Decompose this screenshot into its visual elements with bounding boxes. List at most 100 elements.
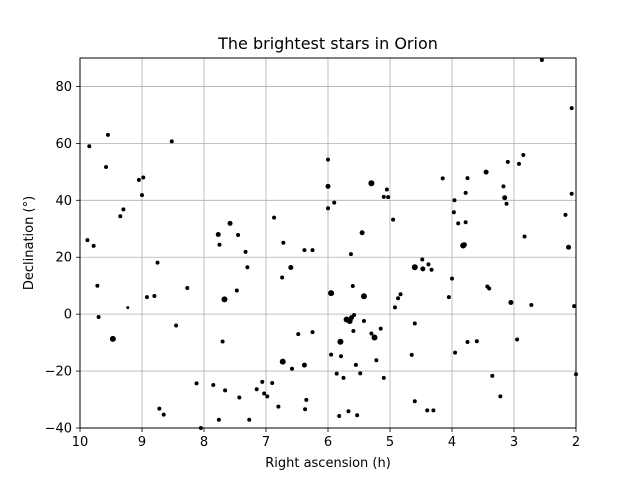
- star-point: [572, 304, 577, 309]
- star-point: [223, 388, 228, 393]
- star-point: [412, 321, 417, 326]
- star-point: [361, 318, 366, 323]
- x-axis-ticks: 10 9 8 7 6 5 4 3 2: [72, 428, 580, 450]
- star-point: [310, 330, 315, 335]
- star-point: [515, 337, 520, 342]
- star-point: [409, 352, 414, 357]
- star-point: [446, 295, 451, 300]
- star-point: [391, 217, 396, 222]
- star-point: [95, 283, 100, 288]
- star-point: [516, 161, 521, 166]
- star-point: [215, 231, 221, 237]
- chart-title: The brightest stars in Orion: [217, 34, 438, 53]
- star-point: [236, 233, 241, 238]
- star-point: [371, 334, 378, 341]
- star-point: [440, 176, 445, 181]
- x-tick-label: 7: [262, 435, 270, 450]
- star-point: [105, 132, 110, 137]
- star-point: [290, 366, 295, 371]
- star-point: [351, 328, 356, 333]
- star-point: [254, 387, 259, 392]
- star-point: [569, 191, 574, 196]
- x-tick-label: 4: [448, 435, 456, 450]
- star-point: [174, 323, 179, 328]
- star-point: [348, 252, 353, 257]
- star-point: [396, 296, 401, 301]
- star-point: [337, 414, 342, 419]
- star-point: [270, 381, 275, 386]
- star-point: [276, 404, 281, 409]
- star-point: [328, 290, 335, 297]
- star-point: [386, 195, 391, 200]
- star-point: [247, 417, 252, 422]
- star-point: [136, 177, 141, 182]
- star-point: [381, 194, 386, 199]
- star-point: [260, 379, 265, 384]
- star-point: [384, 187, 389, 192]
- y-tick-label: 20: [55, 251, 72, 266]
- star-point: [569, 106, 574, 111]
- star-point: [453, 350, 458, 355]
- star-point: [141, 175, 146, 180]
- x-tick-label: 3: [510, 435, 518, 450]
- star-point: [118, 214, 123, 219]
- star-point: [429, 267, 434, 272]
- star-point: [326, 157, 330, 162]
- star-point: [522, 234, 527, 239]
- star-point: [529, 303, 534, 308]
- star-point: [334, 371, 339, 376]
- y-tick-label: 0: [64, 308, 72, 323]
- star-point: [104, 165, 109, 170]
- y-tick-label: −40: [45, 422, 72, 437]
- x-tick-label: 10: [72, 435, 89, 450]
- star-point: [420, 257, 425, 262]
- star-point: [220, 339, 225, 344]
- star-point: [91, 243, 96, 248]
- star-point: [169, 139, 174, 144]
- star-point: [465, 176, 470, 181]
- y-tick-label: 60: [55, 137, 72, 152]
- star-point: [279, 358, 286, 365]
- star-point: [326, 206, 330, 211]
- x-axis-label: Right ascension (h): [265, 456, 391, 471]
- star-point: [265, 394, 270, 399]
- star-point: [498, 394, 503, 399]
- star-point: [157, 406, 162, 411]
- star-point: [262, 391, 267, 396]
- star-point: [272, 215, 277, 220]
- star-point: [234, 288, 239, 293]
- star-point: [501, 184, 506, 189]
- star-point: [216, 417, 221, 422]
- star-point: [487, 286, 492, 291]
- star-point: [237, 395, 242, 400]
- star-point: [451, 210, 456, 215]
- star-point: [87, 144, 92, 149]
- star-point: [155, 260, 160, 265]
- star-point: [369, 331, 374, 336]
- star-point: [392, 305, 397, 310]
- x-tick-label: 8: [200, 435, 208, 450]
- star-point: [463, 220, 468, 225]
- star-point: [217, 242, 222, 247]
- y-tick-label: 80: [55, 80, 72, 95]
- star-point: [281, 240, 286, 245]
- star-point: [227, 220, 233, 226]
- star-point: [304, 397, 309, 402]
- star-point: [374, 358, 379, 363]
- star-point: [288, 264, 294, 270]
- star-point: [329, 352, 334, 357]
- star-point: [121, 207, 126, 212]
- star-point: [381, 375, 386, 380]
- x-tick-label: 2: [572, 435, 580, 450]
- star-point: [521, 153, 526, 158]
- star-point: [310, 248, 315, 253]
- star-point: [350, 283, 355, 288]
- star-point: [161, 412, 166, 417]
- star-point: [346, 409, 351, 414]
- star-point: [303, 407, 308, 412]
- star-point: [152, 293, 157, 298]
- star-point: [505, 159, 510, 164]
- star-point: [144, 295, 149, 300]
- star-point: [398, 292, 403, 297]
